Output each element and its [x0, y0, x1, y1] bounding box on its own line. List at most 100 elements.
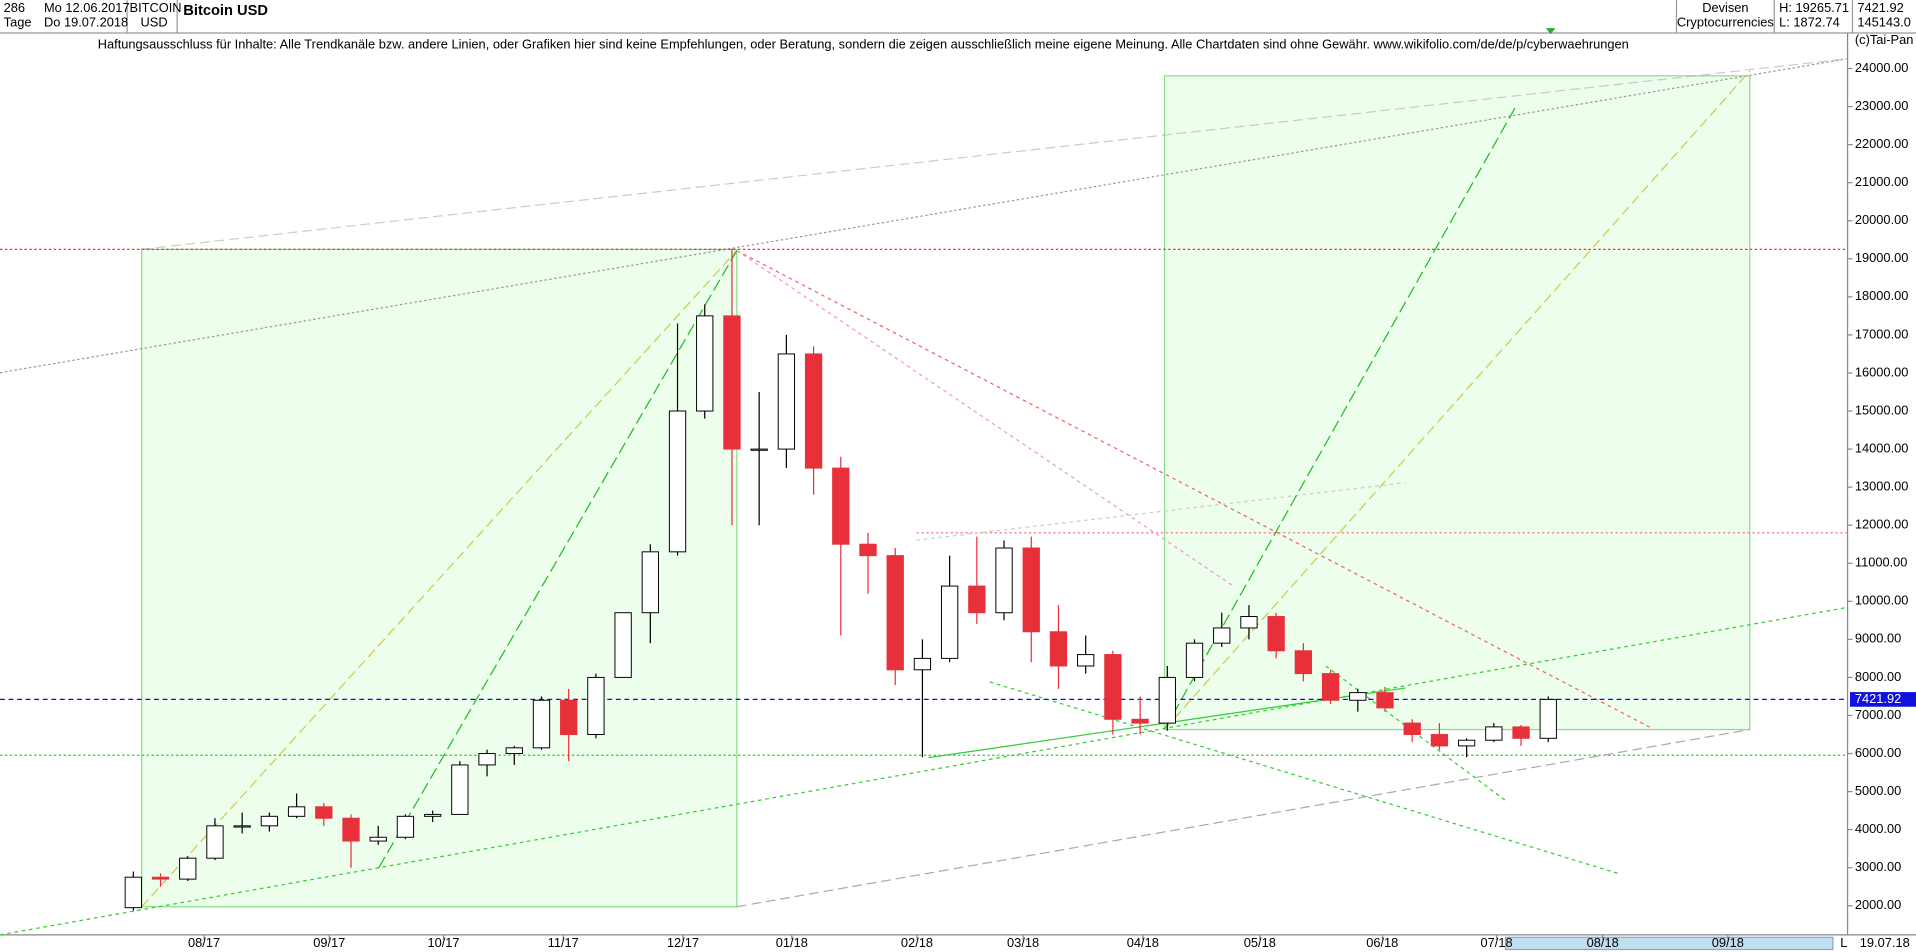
scrollbar[interactable] [1504, 936, 1834, 951]
subgroup: Cryptocurrencies [1677, 15, 1774, 30]
y-tick-label: 9000.00 [1855, 631, 1901, 646]
candle-body [560, 699, 578, 735]
count[interactable]: 286 [4, 0, 25, 15]
box [1163, 75, 1751, 731]
y-tick-label: 6000.00 [1855, 745, 1901, 760]
high: H: 19265.71 [1779, 0, 1849, 15]
candle-body [832, 467, 850, 545]
copyright: (c)Tai-Pan [1855, 32, 1913, 47]
y-tick-label: 15000.00 [1855, 402, 1909, 417]
y-tick-label: 18000.00 [1855, 288, 1909, 303]
candle-body [423, 813, 442, 817]
trendline [916, 482, 1406, 541]
candle-body [1104, 654, 1122, 720]
period[interactable]: Tage [4, 15, 32, 30]
y-tick-label: 13000.00 [1855, 479, 1909, 494]
x-tick-label: 05/18 [1244, 935, 1276, 950]
candle-body [505, 747, 523, 755]
y-tick-label: 7000.00 [1855, 707, 1901, 722]
trendline [0, 606, 1848, 936]
y-tick-label: 17000.00 [1855, 326, 1909, 341]
trendline [736, 250, 1235, 588]
candle-body [913, 657, 932, 671]
y-tick-label: 3000.00 [1855, 859, 1901, 874]
trendline [141, 58, 1848, 250]
candle-body [1185, 642, 1204, 678]
candle-body [1321, 673, 1340, 701]
x-tick-label: 02/18 [901, 935, 933, 950]
x-tick-label: 12/17 [667, 935, 699, 950]
candle-body [1158, 676, 1176, 724]
footer-mode: L [1840, 935, 1847, 950]
candle-body [396, 815, 415, 838]
candle-body [124, 876, 142, 909]
candle-body [614, 612, 632, 678]
low: L: 1872.74 [1779, 15, 1840, 30]
x-tick-label: 03/18 [1007, 935, 1039, 950]
y-tick-label: 8000.00 [1855, 669, 1901, 684]
candle-body [260, 815, 279, 827]
candle-body [1022, 547, 1040, 633]
x-tick-label: 06/18 [1366, 935, 1398, 950]
drawings [0, 58, 1848, 936]
candle-body [1457, 739, 1476, 747]
y-tick-label: 4000.00 [1855, 821, 1901, 836]
x-tick-label: 08/17 [188, 935, 220, 950]
y-tick-label: 14000.00 [1855, 440, 1909, 455]
candle-body [750, 448, 768, 451]
disclaimer: Haftungsausschluss für Inhalte: Alle Tre… [98, 37, 1629, 52]
y-tick-label: 20000.00 [1855, 212, 1909, 227]
symbol: BITCOIN [130, 0, 182, 15]
candle-body [1131, 718, 1149, 724]
candle-body [968, 585, 986, 614]
candle-body [233, 825, 251, 828]
x-tick-label: 09/18 [1712, 935, 1744, 950]
candle-body [1349, 692, 1367, 701]
last-price-box [1850, 692, 1916, 707]
candle-body [1512, 726, 1530, 739]
x-tick-label: 01/18 [776, 935, 808, 950]
chart-title: Bitcoin USD [183, 3, 268, 19]
volume: 145143.0 [1857, 15, 1911, 30]
last: 7421.92 [1857, 0, 1903, 15]
trendline [736, 250, 1650, 728]
y-tick-label: 11000.00 [1855, 555, 1908, 570]
y-tick-label: 22000.00 [1855, 136, 1909, 151]
trendline [736, 728, 1750, 908]
y-tick-label: 19000.00 [1855, 250, 1909, 265]
candle-body [641, 551, 659, 614]
candle-body [1376, 692, 1394, 709]
y-tick-label: 24000.00 [1855, 60, 1909, 75]
last-price-label: 7421.92 [1855, 691, 1901, 706]
currency: USD [141, 15, 168, 30]
plot: 2000.00 3000.00 4000.00 5000.00 6000.00 7000.… [0, 60, 1916, 950]
candle-body [668, 410, 687, 553]
candle-body [287, 806, 306, 817]
start-date[interactable]: Mo 12.06.2017 [44, 0, 130, 15]
candle-body [940, 585, 959, 659]
y-tick-label: 12000.00 [1855, 517, 1909, 532]
candle-body [315, 806, 333, 819]
candle-body [1294, 650, 1313, 675]
candle-body [1213, 627, 1231, 644]
candle-body [1485, 726, 1503, 741]
candle-body [777, 353, 796, 450]
x-tick-label: 07/18 [1481, 935, 1513, 950]
marker [1545, 28, 1556, 35]
candle-body [532, 699, 551, 749]
candle-body [1267, 616, 1285, 652]
candle-body [1240, 616, 1258, 629]
candle-body [1049, 631, 1068, 667]
y-tick-label: 23000.00 [1855, 98, 1909, 113]
y-tick-label: 16000.00 [1855, 364, 1909, 379]
candle-body [1077, 654, 1095, 667]
x-tick-label: 08/18 [1587, 935, 1619, 950]
candle-body [206, 825, 224, 859]
y-tick-label: 10000.00 [1855, 593, 1909, 608]
header: 286 Tage Mo 12.06.2017 Do 19.07.2018 BIT… [0, 0, 1916, 52]
trendline [1164, 70, 1751, 730]
x-tick-label: 04/18 [1127, 935, 1159, 950]
candle-body [179, 857, 197, 880]
end-date[interactable]: Do 19.07.2018 [44, 15, 128, 30]
